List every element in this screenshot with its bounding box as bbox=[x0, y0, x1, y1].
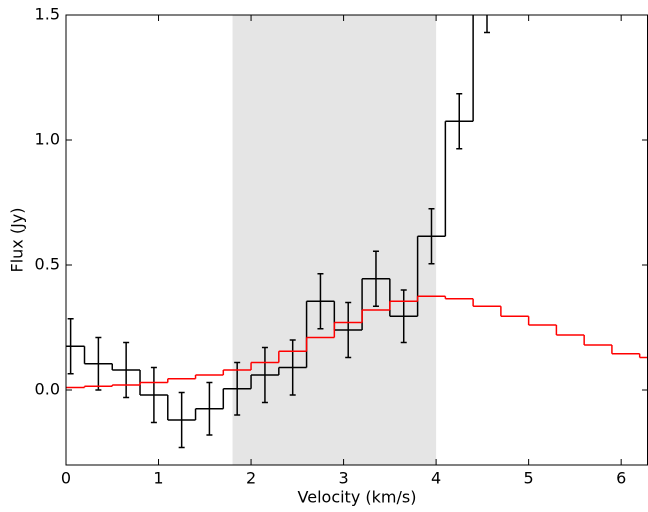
x-tick-label: 0 bbox=[61, 469, 71, 488]
x-tick-label: 5 bbox=[524, 469, 534, 488]
x-tick-label: 2 bbox=[246, 469, 256, 488]
y-tick-label: 0.5 bbox=[35, 255, 60, 274]
x-tick-label: 3 bbox=[338, 469, 348, 488]
x-tick-label: 1 bbox=[153, 469, 163, 488]
y-tick-label: 1.0 bbox=[35, 130, 60, 149]
shaded-region bbox=[232, 15, 437, 465]
y-tick-label: 0.0 bbox=[35, 380, 60, 399]
x-tick-label: 4 bbox=[431, 469, 441, 488]
x-tick-label: 6 bbox=[616, 469, 626, 488]
plot-area bbox=[66, 15, 648, 465]
y-axis-label: Flux (Jy) bbox=[8, 207, 27, 272]
x-axis-label: Velocity (km/s) bbox=[298, 488, 417, 507]
y-tick-label: 1.5 bbox=[35, 5, 60, 24]
